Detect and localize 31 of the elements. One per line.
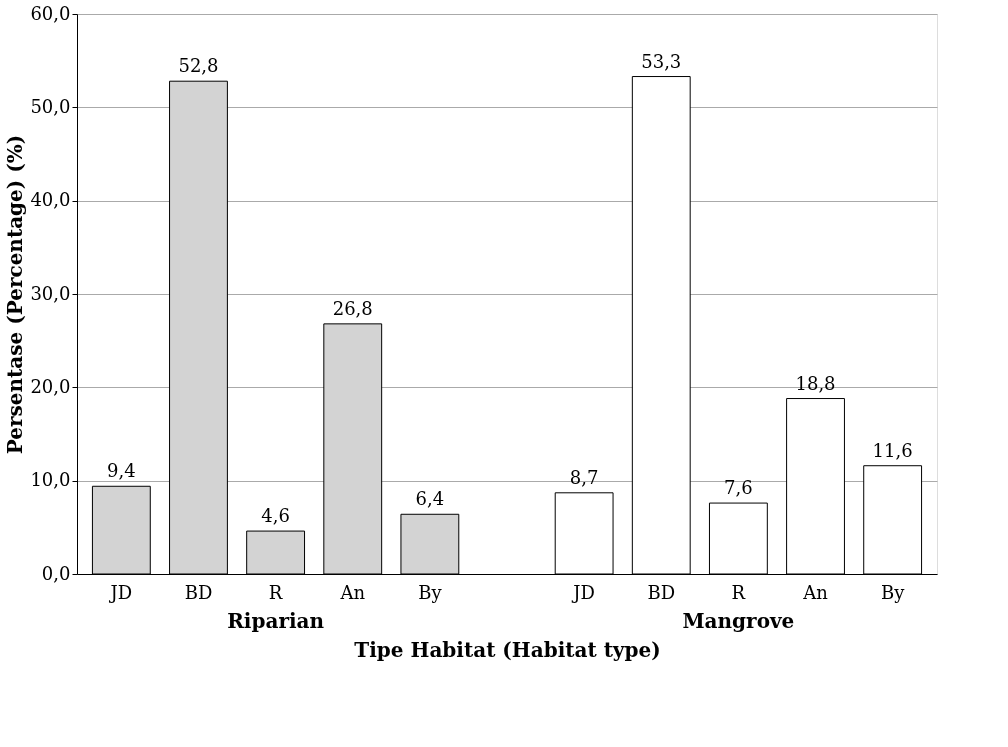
x-tick-label: By xyxy=(880,581,906,603)
data-label: 18,8 xyxy=(795,372,836,394)
data-label: 4,6 xyxy=(261,505,290,527)
data-label: 26,8 xyxy=(332,297,373,319)
x-tick-label: R xyxy=(268,581,283,603)
data-label: 6,4 xyxy=(415,488,445,510)
x-tick-label: R xyxy=(731,581,746,603)
data-label: 9,4 xyxy=(107,460,136,482)
y-tick-label: 60,0 xyxy=(30,2,71,24)
series-label: Mangrove xyxy=(682,609,795,633)
y-tick-label: 0,0 xyxy=(41,562,71,584)
x-tick-label: JD xyxy=(108,581,133,603)
data-label: 7,6 xyxy=(724,477,753,499)
y-tick-label: 40,0 xyxy=(30,189,71,211)
y-axis-title: Persentase (Percentage) (%) xyxy=(3,134,28,455)
y-tick-label: 20,0 xyxy=(30,375,71,397)
x-tick-label: BD xyxy=(647,581,676,603)
x-tick-label: BD xyxy=(184,581,213,603)
data-label: 53,3 xyxy=(641,50,682,72)
data-label: 52,8 xyxy=(178,55,219,77)
data-label: 8,7 xyxy=(569,466,599,488)
series-label: Riparian xyxy=(227,609,325,633)
x-tick-label: JD xyxy=(571,581,595,603)
y-tick-label: 10,0 xyxy=(30,469,71,491)
y-tick-label: 50,0 xyxy=(30,95,71,117)
x-axis-title: Tipe Habitat (Habitat type) xyxy=(354,637,661,662)
x-tick-label: An xyxy=(802,581,829,603)
x-tick-label: An xyxy=(339,581,366,603)
y-tick-label: 30,0 xyxy=(30,282,71,304)
x-tick-label: By xyxy=(418,581,443,603)
data-label: 11,6 xyxy=(872,439,913,461)
